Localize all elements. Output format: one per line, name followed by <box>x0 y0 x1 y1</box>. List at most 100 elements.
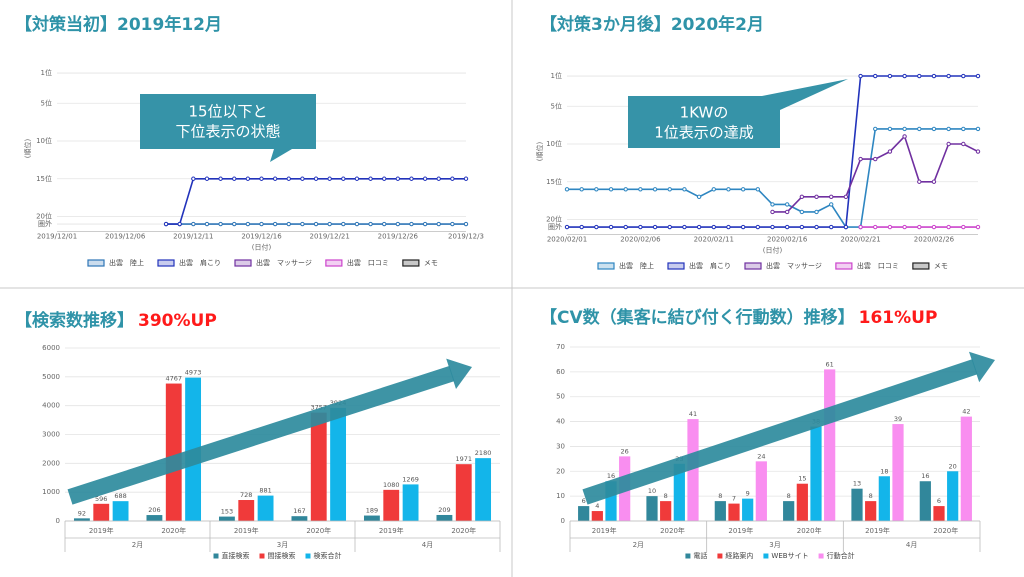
value-label: 209 <box>438 506 450 514</box>
value-label: 688 <box>114 492 126 500</box>
y-tick-label: 10 <box>556 492 565 500</box>
trend-arrow-head <box>446 358 472 389</box>
point <box>191 176 196 181</box>
point <box>873 156 878 162</box>
bar <box>810 426 822 521</box>
value-label: 728 <box>240 491 252 499</box>
x-tick-label: 2020年 <box>797 526 822 535</box>
legend-label: 出雲 肩こり <box>179 258 221 267</box>
legend-label: 出雲 口コミ <box>857 261 899 270</box>
point <box>652 187 658 192</box>
x-tick-label: 2019/12/26 <box>378 233 419 241</box>
group-label: 2月 <box>132 541 143 549</box>
point <box>770 202 775 207</box>
point <box>422 176 428 181</box>
callout-text: 下位表示の状態 <box>175 123 280 141</box>
point <box>784 202 790 207</box>
bar <box>960 416 972 521</box>
callout-text: 15位以下と <box>188 103 267 121</box>
point <box>286 221 291 227</box>
value-label: 39 <box>894 415 902 423</box>
trend-arrow <box>67 365 455 505</box>
point <box>740 187 746 192</box>
legend-label: 間接検索 <box>268 551 296 560</box>
point <box>829 202 834 207</box>
legend-swatch <box>912 262 930 270</box>
legend-swatch <box>234 259 252 267</box>
point <box>354 221 360 227</box>
point <box>711 187 716 192</box>
point <box>975 149 981 154</box>
legend-swatch <box>305 553 311 559</box>
bar <box>714 501 726 521</box>
point <box>368 176 373 181</box>
legend-swatch <box>717 553 723 559</box>
group-label: 3月 <box>277 541 288 549</box>
point <box>463 176 469 181</box>
value-label: 206 <box>148 506 160 514</box>
bar <box>73 518 90 521</box>
x-tick-label: 2019/12/11 <box>173 233 213 241</box>
value-label: 167 <box>293 507 305 515</box>
point <box>163 221 169 227</box>
y-tick-label: 1000 <box>42 488 60 496</box>
point <box>313 176 319 181</box>
legend-swatch <box>157 259 175 267</box>
x-tick-label: 2020年 <box>451 526 476 535</box>
legend-label: メモ <box>424 259 438 267</box>
point <box>327 221 332 227</box>
point <box>450 176 455 181</box>
point <box>682 224 687 230</box>
point <box>917 224 922 230</box>
bar <box>218 516 235 521</box>
x-tick-label: 2019年 <box>592 526 617 535</box>
point <box>961 141 966 147</box>
legend-swatch <box>818 553 824 559</box>
callout <box>140 94 316 162</box>
legend-swatch <box>763 553 769 559</box>
point <box>931 224 937 230</box>
point <box>799 209 805 215</box>
point <box>858 224 863 230</box>
point <box>696 194 702 200</box>
group-label: 3月 <box>769 541 780 549</box>
value-label: 26 <box>621 447 629 455</box>
bar <box>646 496 658 521</box>
bar <box>728 503 740 521</box>
y-tick-label: 0 <box>561 517 565 525</box>
point <box>829 224 834 230</box>
y-tick-label: 圏外 <box>38 219 52 228</box>
point <box>245 221 251 227</box>
y-tick-label: 3000 <box>42 431 60 439</box>
point <box>259 221 264 227</box>
point <box>917 179 922 184</box>
value-label: 8 <box>718 492 722 500</box>
point <box>843 224 849 230</box>
point <box>623 224 628 230</box>
point <box>341 221 346 227</box>
point <box>755 224 761 230</box>
legend-label: 出雲 肩こり <box>689 261 731 270</box>
bar <box>146 515 163 521</box>
point <box>887 126 893 132</box>
bar <box>742 498 754 521</box>
point <box>784 209 790 215</box>
point <box>873 224 878 230</box>
point <box>272 176 278 181</box>
y-tick-label: 50 <box>556 393 565 401</box>
point <box>204 221 210 227</box>
value-label: 2180 <box>475 449 492 457</box>
x-tick-label: 2019年 <box>728 526 753 535</box>
point <box>946 126 951 132</box>
point <box>975 73 981 79</box>
bar <box>257 495 274 521</box>
legend-swatch <box>597 262 615 270</box>
bar <box>605 481 617 521</box>
point <box>245 176 251 181</box>
point <box>204 176 210 181</box>
point <box>726 187 731 192</box>
y-axis-title: (順位) <box>535 142 544 162</box>
callout <box>628 79 848 148</box>
y-axis-title: (順位) <box>23 139 32 159</box>
value-label: 6 <box>582 497 586 505</box>
